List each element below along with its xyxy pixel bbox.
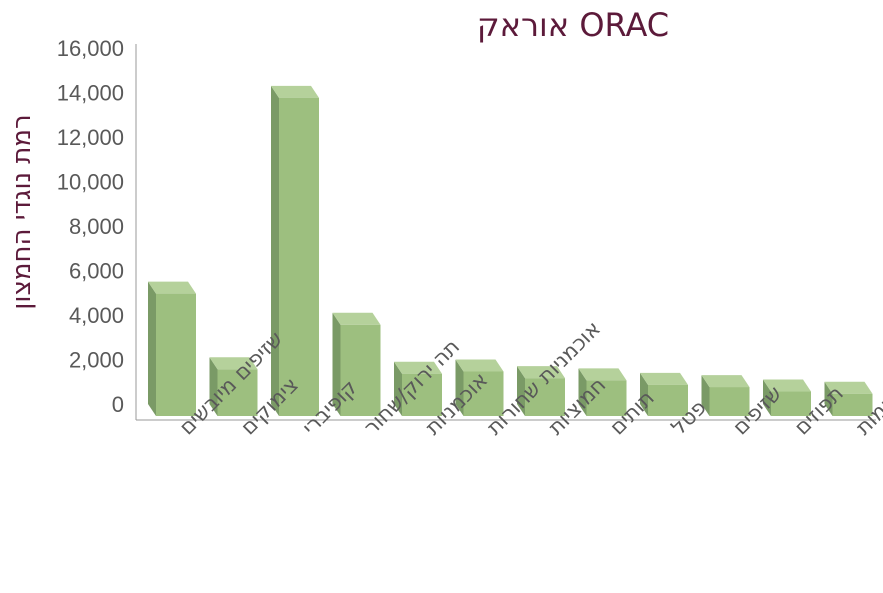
bar-front <box>709 387 750 416</box>
bar <box>824 381 873 416</box>
bar-top <box>455 359 504 372</box>
bar-front <box>586 380 627 416</box>
bar-side <box>517 366 525 416</box>
bar-top <box>332 312 381 325</box>
bar <box>332 312 381 416</box>
bar <box>455 359 504 416</box>
bar <box>209 357 258 416</box>
bar-front <box>463 371 504 416</box>
x-category-label: אשכליות אדומות <box>851 318 883 440</box>
bar-side <box>148 281 156 416</box>
bar-front <box>156 293 196 416</box>
y-ticks: 0 2,000 4,000 6,000 8,000 10,000 12,000 14,000 1… <box>57 36 124 417</box>
bar-top <box>763 379 811 392</box>
bar-front <box>402 373 442 416</box>
y-tick-label: 8,000 <box>69 214 124 239</box>
bar-front <box>771 391 811 416</box>
bar-side <box>455 359 464 416</box>
bar-top <box>394 361 442 374</box>
bar <box>394 361 442 416</box>
bar-side <box>332 312 341 416</box>
bar-top <box>209 357 258 370</box>
bar-front <box>279 97 319 416</box>
bar-front <box>340 324 381 416</box>
bar-side <box>824 381 833 416</box>
bar-front <box>832 393 873 416</box>
y-tick-label: 10,000 <box>57 170 124 195</box>
bar-top <box>271 85 319 98</box>
bar-side <box>271 85 279 416</box>
bar-front <box>217 369 258 416</box>
y-tick-label: 12,000 <box>57 125 124 150</box>
bar-side <box>209 357 218 416</box>
chart-title: אוראק ORAC <box>477 6 669 44</box>
bars <box>148 85 873 416</box>
y-tick-label: 14,000 <box>57 81 124 106</box>
bar-top <box>824 381 873 394</box>
bar-top <box>148 281 196 294</box>
bar-side <box>763 379 771 416</box>
bar-top <box>640 372 688 385</box>
bar-top <box>701 375 750 388</box>
bar <box>271 85 319 416</box>
bar-front <box>525 378 565 416</box>
y-tick-label: 0 <box>112 392 124 417</box>
bar <box>148 281 196 416</box>
y-tick-label: 16,000 <box>57 36 124 61</box>
bar-side <box>640 372 648 416</box>
bar-top <box>578 368 627 381</box>
bar <box>578 368 627 416</box>
y-axis-label: רמת נוגדי החמצון <box>7 114 37 309</box>
y-tick-label: 6,000 <box>69 259 124 284</box>
bar-front <box>648 384 688 416</box>
y-tick-label: 2,000 <box>69 348 124 373</box>
bar <box>640 372 688 416</box>
bar-side <box>701 375 710 416</box>
y-tick-label: 4,000 <box>69 303 124 328</box>
bar <box>701 375 750 416</box>
bar <box>517 366 565 416</box>
bar <box>763 379 811 416</box>
bar-top <box>517 366 565 379</box>
bar-side <box>578 368 587 416</box>
bar-side <box>394 361 402 416</box>
